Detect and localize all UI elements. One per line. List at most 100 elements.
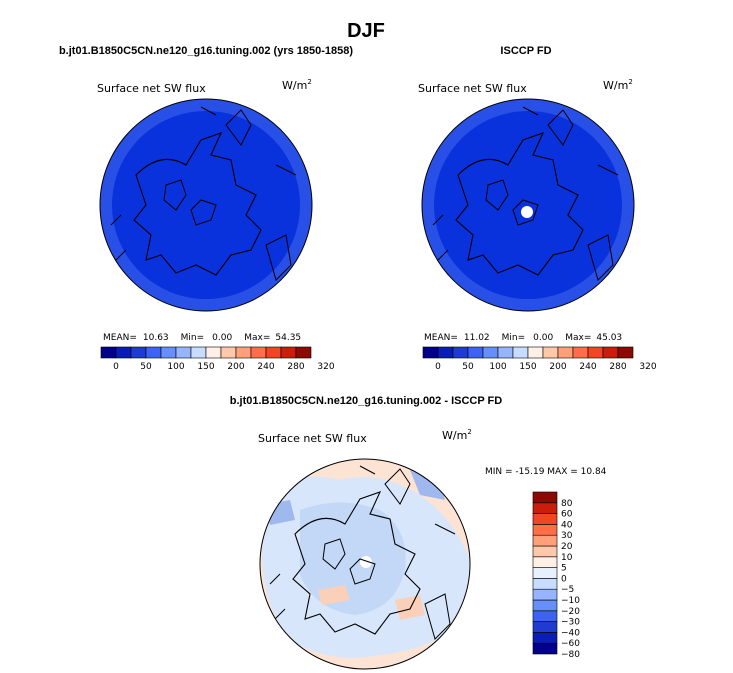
colorbar-tick-label: 0 xyxy=(435,362,441,372)
colorbar-swatch xyxy=(532,632,558,644)
colorbar-swatch xyxy=(115,346,132,359)
colorbar-tick-label: −40 xyxy=(561,628,580,638)
panel-obs-stats: MEAN= 11.02 Min= 0.00 Max= 45.03 xyxy=(424,333,622,343)
colorbar-swatch xyxy=(512,346,529,359)
colorbar-swatch xyxy=(532,534,558,547)
colorbar-swatch xyxy=(532,556,558,568)
colorbar-swatch xyxy=(532,599,558,612)
colorbar-tick-label: 60 xyxy=(561,510,573,520)
colorbar-swatch xyxy=(295,346,312,359)
colorbar-tick-label: 30 xyxy=(561,531,573,541)
colorbar-swatch xyxy=(482,346,499,359)
colorbar-swatch xyxy=(100,346,117,359)
colorbar-tick-label: 200 xyxy=(227,362,244,372)
colorbar-swatch xyxy=(190,346,207,359)
colorbar-swatch xyxy=(617,346,634,359)
panel-model-units: W/m2 xyxy=(282,78,312,92)
colorbar-swatch xyxy=(532,578,558,590)
colorbar-swatch xyxy=(452,346,469,359)
panel-model-colorbar: 0 50 100 150 200 240 280 320 xyxy=(100,346,335,372)
colorbar-swatch xyxy=(250,346,267,359)
colorbar-swatch xyxy=(532,502,558,514)
colorbar-swatch xyxy=(467,346,484,359)
colorbar-swatch xyxy=(175,346,192,359)
colorbar-swatch xyxy=(532,524,558,536)
colorbar-tick-label: 150 xyxy=(519,362,536,372)
colorbar-tick-label: 80 xyxy=(561,499,573,509)
colorbar-swatch xyxy=(265,346,282,359)
colorbar-tick-label: 0 xyxy=(561,574,567,584)
panel-model-map-border xyxy=(99,98,313,312)
panel-diff-minmax: MIN = -15.19 MAX = 10.84 xyxy=(485,467,607,477)
panel-obs-variable: Surface net SW flux xyxy=(418,82,527,95)
colorbar-tick-label: 40 xyxy=(561,520,573,530)
colorbar-swatch xyxy=(532,567,558,579)
colorbar-swatch xyxy=(235,346,252,359)
colorbar-tick-label: 50 xyxy=(462,362,474,372)
colorbar-swatch xyxy=(532,610,558,622)
colorbar-tick-label: −60 xyxy=(561,639,580,649)
colorbar-swatch xyxy=(422,346,439,359)
panel-diff-title: b.jt01.B1850C5CN.ne120_g16.tuning.002 - … xyxy=(230,395,502,407)
colorbar-tick-label: 100 xyxy=(167,362,184,372)
panel-diff-map xyxy=(260,459,470,669)
colorbar-tick-label: 200 xyxy=(549,362,566,372)
colorbar-swatch xyxy=(220,346,237,359)
colorbar-swatch xyxy=(532,513,558,525)
colorbar-swatch xyxy=(532,491,558,504)
colorbar-tick-label: 0 xyxy=(113,362,119,372)
colorbar-tick-label: −80 xyxy=(561,650,580,660)
colorbar-swatch xyxy=(532,588,558,601)
colorbar-tick-label: 10 xyxy=(561,553,573,563)
panel-model-stats: MEAN= 10.63 Min= 0.00 Max= 54.35 xyxy=(103,333,301,343)
colorbar-tick-label: −5 xyxy=(561,585,574,595)
season-title: DJF xyxy=(347,20,385,42)
colorbar-swatch xyxy=(130,346,147,359)
colorbar-tick-label: 20 xyxy=(561,542,573,552)
colorbar-swatch xyxy=(572,346,589,359)
colorbar-tick-label: 150 xyxy=(197,362,214,372)
panel-obs-map xyxy=(422,99,634,311)
colorbar-swatch xyxy=(532,642,558,655)
colorbar-swatch xyxy=(557,346,574,359)
colorbar-swatch xyxy=(532,545,558,558)
colorbar-tick-label: −10 xyxy=(561,596,580,606)
colorbar-tick-label: 320 xyxy=(639,362,656,372)
colorbar-tick-label: 240 xyxy=(579,362,596,372)
colorbar-swatch xyxy=(602,346,619,359)
colorbar-tick-label: −30 xyxy=(561,618,580,628)
panel-obs-colorbar: 0 50 100 150 200 240 280 320 xyxy=(422,346,657,372)
colorbar-tick-label: 100 xyxy=(489,362,506,372)
panel-obs-title: ISCCP FD xyxy=(500,45,551,57)
panel-model-map xyxy=(100,99,312,311)
colorbar-swatch xyxy=(532,621,558,633)
panel-model-title: b.jt01.B1850C5CN.ne120_g16.tuning.002 (y… xyxy=(59,45,353,57)
colorbar-tick-label: 5 xyxy=(561,564,567,574)
panel-obs-map-border xyxy=(421,98,635,312)
panel-obs: ISCCP FD Surface net SW flux W/m2 MEAN= 1… xyxy=(418,45,657,372)
colorbar-tick-label: 280 xyxy=(609,362,626,372)
colorbar-swatch xyxy=(587,346,604,359)
panel-model: b.jt01.B1850C5CN.ne120_g16.tuning.002 (y… xyxy=(59,45,353,372)
panel-diff-variable: Surface net SW flux xyxy=(258,432,367,445)
colorbar-swatch xyxy=(145,346,162,359)
colorbar-tick-label: 320 xyxy=(317,362,334,372)
colorbar-tick-label: 50 xyxy=(140,362,152,372)
colorbar-swatch xyxy=(160,346,177,359)
colorbar-swatch xyxy=(280,346,297,359)
colorbar-swatch xyxy=(437,346,454,359)
panel-diff-units: W/m2 xyxy=(442,428,472,442)
panel-diff: b.jt01.B1850C5CN.ne120_g16.tuning.002 - … xyxy=(230,395,607,670)
colorbar-swatch xyxy=(542,346,559,359)
panel-diff-map-border xyxy=(259,458,471,670)
colorbar-swatch xyxy=(527,346,544,359)
colorbar-swatch xyxy=(205,346,222,359)
panel-obs-units: W/m2 xyxy=(603,78,633,92)
colorbar-tick-label: −20 xyxy=(561,607,580,617)
colorbar-tick-label: 240 xyxy=(257,362,274,372)
colorbar-tick-label: 280 xyxy=(287,362,304,372)
colorbar-swatch xyxy=(497,346,514,359)
panel-model-variable: Surface net SW flux xyxy=(97,82,206,95)
